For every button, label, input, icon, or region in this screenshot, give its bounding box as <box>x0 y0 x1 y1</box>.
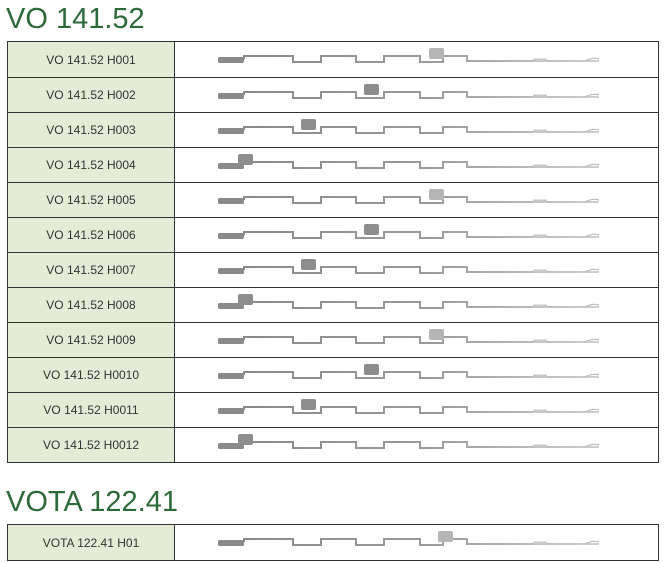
row-label: VO 141.52 H005 <box>8 183 175 217</box>
row-label: VO 141.52 H0010 <box>8 358 175 392</box>
row-label: VO 141.52 H002 <box>8 78 175 112</box>
table-row: VO 141.52 H007 <box>8 252 658 287</box>
table-row: VO 141.52 H0012 <box>8 427 658 462</box>
needle-drawing <box>218 119 600 134</box>
needle-drawing <box>218 329 600 344</box>
needle-drawing <box>218 189 600 204</box>
needle-cell <box>175 148 658 182</box>
table-row: VO 141.52 H006 <box>8 217 658 252</box>
table-row: VO 141.52 H005 <box>8 182 658 217</box>
needle-cell <box>175 42 658 77</box>
needle-cell <box>175 393 658 427</box>
needle-cell <box>175 288 658 322</box>
section-title: VO 141.52 <box>6 3 145 35</box>
needle-cell <box>175 218 658 252</box>
section: VO 141.52 VO 141.52 H001 VO 141.52 H002 VO … <box>6 3 659 463</box>
row-label: VO 141.52 H003 <box>8 113 175 147</box>
row-label: VO 141.52 H0012 <box>8 428 175 462</box>
row-label: VO 141.52 H001 <box>8 42 175 77</box>
needle-cell <box>175 253 658 287</box>
needle-cell <box>175 358 658 392</box>
needle-drawing <box>218 434 600 449</box>
needle-drawing <box>218 259 600 274</box>
row-label: VOTA 122.41 H01 <box>8 525 175 560</box>
needle-cell <box>175 113 658 147</box>
needle-cell <box>175 78 658 112</box>
table-row: VO 141.52 H002 <box>8 77 658 112</box>
needle-cell <box>175 323 658 357</box>
table-row: VO 141.52 H0011 <box>8 392 658 427</box>
section-title: VOTA 122.41 <box>6 486 178 518</box>
table: VOTA 122.41 H01 <box>7 524 659 561</box>
needle-drawing <box>218 364 600 379</box>
needle-drawing <box>218 399 600 414</box>
needle-drawing <box>218 224 600 239</box>
table: VO 141.52 H001 VO 141.52 H002 VO 141.52 H0… <box>7 41 659 463</box>
needle-drawing <box>218 84 600 99</box>
needle-drawing <box>218 154 600 169</box>
row-label: VO 141.52 H0011 <box>8 393 175 427</box>
needle-drawing <box>218 531 600 546</box>
needle-cell <box>175 525 658 560</box>
table-row: VO 141.52 H004 <box>8 147 658 182</box>
row-label: VO 141.52 H008 <box>8 288 175 322</box>
row-label: VO 141.52 H007 <box>8 253 175 287</box>
row-label: VO 141.52 H009 <box>8 323 175 357</box>
needle-cell <box>175 183 658 217</box>
needle-cell <box>175 428 658 462</box>
table-row: VO 141.52 H001 <box>8 42 658 77</box>
table-row: VO 141.52 H0010 <box>8 357 658 392</box>
section: VOTA 122.41 VOTA 122.41 H01 <box>0 483 667 561</box>
table-row: VO 141.52 H009 <box>8 322 658 357</box>
table-row: VOTA 122.41 H01 <box>8 525 658 560</box>
row-label: VO 141.52 H006 <box>8 218 175 252</box>
table-row: VO 141.52 H008 <box>8 287 658 322</box>
table-row: VO 141.52 H003 <box>8 112 658 147</box>
row-label: VO 141.52 H004 <box>8 148 175 182</box>
needle-drawing <box>218 48 600 63</box>
needle-drawing <box>218 294 600 309</box>
